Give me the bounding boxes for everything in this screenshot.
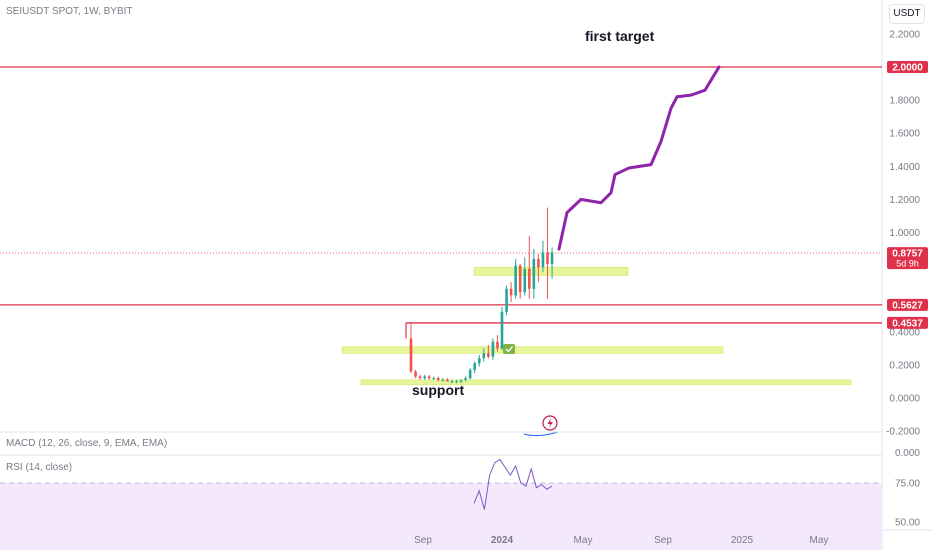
time-tick-label: 2024 (491, 535, 514, 546)
candle-body (523, 268, 527, 293)
rsi-tick-label: 50.00 (895, 518, 920, 529)
support-zone (473, 266, 629, 276)
checkmark-icon (505, 346, 514, 353)
candle-body (414, 371, 417, 377)
currency-button[interactable]: USDT (889, 4, 925, 24)
rsi-tick-label: 75.00 (895, 479, 920, 490)
symbol-title: SEIUSDT SPOT, 1W, BYBIT (6, 6, 133, 17)
lightning-icon (547, 418, 553, 428)
price-label-tag (887, 316, 928, 329)
price-tick-label: -0.2000 (886, 427, 920, 438)
candle-body (546, 252, 549, 264)
candle-body (505, 288, 508, 312)
candle-body (446, 379, 449, 382)
candle-body (455, 381, 458, 383)
event-marker-arc (523, 431, 559, 437)
support-zone (360, 379, 852, 386)
candle-body (541, 252, 545, 268)
candle-body (468, 369, 472, 379)
target-projection-path (557, 65, 721, 251)
candle-body (432, 378, 436, 380)
rsi-line (473, 458, 553, 510)
candle-body (518, 265, 522, 293)
candle-body (487, 353, 490, 357)
time-tick-label: May (810, 535, 829, 546)
candle-body (528, 268, 531, 289)
candle-body (418, 376, 422, 379)
price-tick-label: 1.6000 (889, 129, 920, 140)
macd-label[interactable]: MACD (12, 26, close, 9, EMA, EMA) (6, 438, 168, 449)
candle-body (509, 288, 513, 296)
candle-body (491, 341, 495, 357)
rsi-label[interactable]: RSI (14, close) (6, 462, 73, 473)
time-tick-label: Sep (654, 535, 672, 546)
price-tick-label: 1.0000 (889, 228, 920, 239)
candle-body (464, 378, 467, 380)
candle-body (450, 381, 454, 383)
candle-body (500, 311, 504, 349)
candle-body (473, 363, 476, 370)
price-label-tag (887, 298, 928, 311)
time-tick-label: Sep (414, 535, 432, 546)
time-tick-label: 2025 (731, 535, 754, 546)
price-tick-label: 2.2000 (889, 29, 920, 40)
price-label-tag (887, 247, 928, 270)
candle-body (537, 258, 540, 268)
candle-body (409, 338, 413, 372)
price-label-countdown: 5d 9h (896, 259, 919, 269)
price-tick-label: 0.4000 (889, 327, 920, 338)
price-tick-label: 0.2000 (889, 360, 920, 371)
candle-body (496, 341, 499, 349)
candle-body (550, 252, 554, 264)
candle-body (423, 376, 426, 379)
price-label-value: 0.8757 (892, 249, 923, 260)
macd-tick-label: 0.000 (895, 448, 920, 459)
candle-body (482, 353, 486, 359)
support-zone (341, 346, 724, 354)
candle-body (441, 379, 445, 381)
candle-body (514, 265, 517, 296)
candle-body (459, 379, 463, 382)
target-annotation: first target (585, 28, 655, 44)
price-label-tag (887, 61, 928, 73)
support-annotation: support (412, 382, 464, 398)
checkmark-icon (503, 344, 515, 354)
price-tick-label: 1.8000 (889, 96, 920, 107)
price-tick-label: 1.4000 (889, 162, 920, 173)
price-label-value: 0.4537 (892, 318, 923, 329)
price-label-value: 2.0000 (892, 63, 923, 74)
candle-body (477, 358, 481, 364)
price-label-value: 0.5627 (892, 300, 923, 311)
candle-body (427, 376, 431, 379)
time-tick-label: May (574, 535, 593, 546)
rsi-band (0, 483, 882, 550)
price-tick-label: 1.2000 (889, 195, 920, 206)
candle-body (532, 258, 536, 289)
candle-body (437, 378, 440, 380)
price-tick-label: 0.0000 (889, 394, 920, 405)
